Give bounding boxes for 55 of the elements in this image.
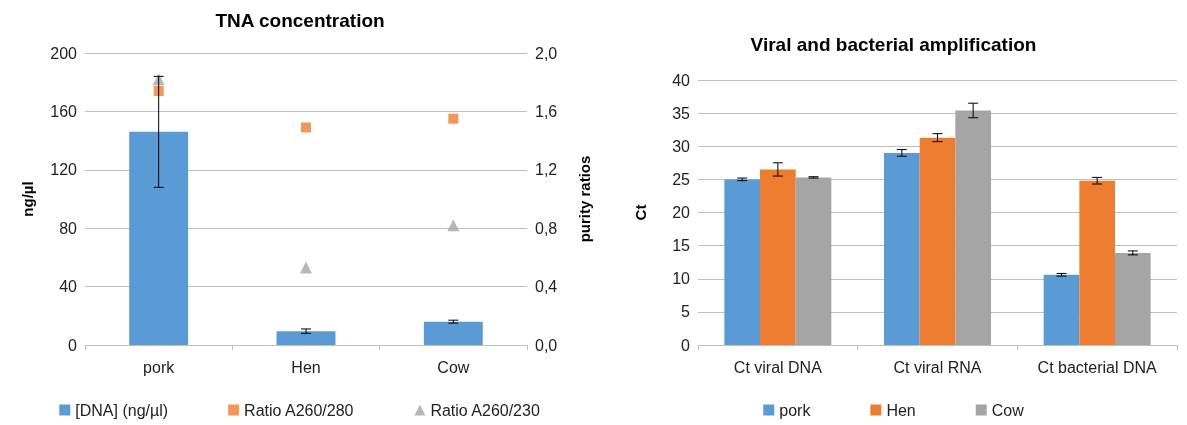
y-tick-label: 200 [50,44,78,62]
y-axis-title: ng/µl [19,181,36,217]
y-tick-label: 5 [681,303,691,321]
bar [1079,180,1115,345]
point [448,113,459,124]
bar [1115,252,1151,345]
point [447,219,460,232]
y2-tick-label: 0,8 [535,219,558,237]
x-tick-label: Ct viral RNA [893,358,982,376]
y2-tick-label: 2,0 [535,44,558,62]
bar [884,152,920,345]
y-tick-label: 40 [672,71,691,89]
y-tick-label: 10 [672,270,691,288]
chart-title: TNA concentration [215,10,385,31]
bar [276,331,336,345]
legend-label: Ratio A260/230 [430,401,540,419]
y-axis-title: Ct [632,204,649,221]
y-tick-label: 120 [50,161,78,179]
point [153,85,164,96]
legend-label: Ratio A260/280 [244,401,354,419]
bar [919,137,956,345]
y-tick-label: 30 [672,137,691,155]
x-tick-label: Cow [437,358,470,376]
y-tick-label: 0 [68,336,78,354]
bar [760,169,796,345]
y-tick-label: 35 [672,104,691,122]
point [301,122,311,133]
y-tick-label: 40 [59,278,78,296]
bar [1043,274,1080,345]
y-tick-label: 0 [681,336,691,354]
y-tick-label: 80 [59,219,78,237]
legend-label: pork [779,401,812,419]
y-tick-label: 160 [50,102,78,120]
y-tick-label: 15 [672,237,691,255]
y2-tick-label: 1,2 [535,161,558,179]
y-tick-label: 25 [672,170,691,188]
x-tick-label: Ct viral DNA [733,358,823,376]
y2-axis-title: purity ratios [576,155,593,243]
bar [129,131,189,345]
bar [955,110,991,345]
bar [724,179,760,345]
legend-label: [DNA] (ng/µl) [75,401,169,419]
y-tick-label: 20 [672,204,691,221]
x-tick-label: pork [143,358,176,376]
legend-label: Cow [991,401,1025,419]
x-tick-label: Hen [291,358,321,376]
bar [423,321,483,345]
y2-tick-label: 1,6 [535,102,558,120]
y2-tick-label: 0,0 [535,336,558,354]
point [300,261,312,274]
bar [795,177,832,345]
y2-tick-label: 0,4 [535,278,558,296]
legend-label: Hen [886,401,916,419]
x-tick-label: Ct bacterial DNA [1037,358,1158,376]
chart-title: Viral and bacterial amplification [750,34,1037,55]
